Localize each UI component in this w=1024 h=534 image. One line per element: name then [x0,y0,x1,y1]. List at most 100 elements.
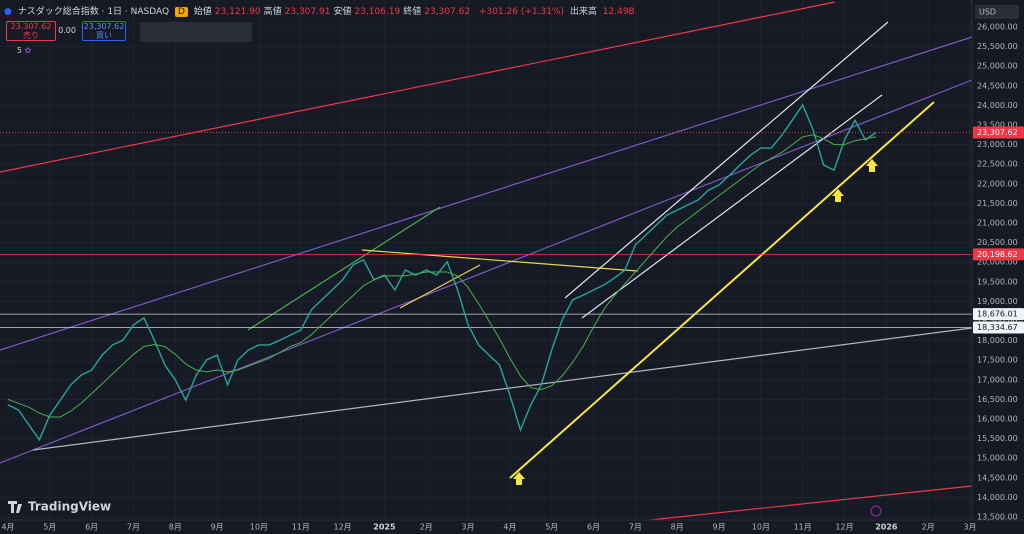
arrows [513,159,878,485]
ohlc-label: 終値 [403,7,422,17]
y-tick-label: 21,500.00 [977,199,1018,208]
grid [0,0,972,520]
x-tick-label: 11月 [292,523,310,532]
ohlc-label: 始値 [193,7,212,17]
level-label: 18,676.01 [977,310,1018,319]
y-tick-label: 14,500.00 [977,473,1018,482]
buy-button[interactable]: 23,307.62 買い [82,21,126,41]
change: +301.26 (+1.31%) [478,7,565,17]
y-tick-label: 22,000.00 [977,179,1018,188]
arrow [513,472,525,485]
trend-line [32,327,973,451]
spread: 0.00 [58,26,76,35]
x-tick-label: 2025 [373,523,396,532]
indicator-count: 5 [16,46,22,55]
buy-label: 買い [96,31,112,40]
x-tick-label: 5月 [43,523,56,532]
y-tick-label: 23,500.00 [977,121,1018,130]
y-tick-label: 20,500.00 [977,238,1018,247]
level-box [973,248,1024,261]
y-tick-label: 14,000.00 [977,493,1018,502]
ohlc-value: 23,307.91 [284,7,331,17]
x-tick-label: 8月 [671,523,684,532]
ohlc-value: 23,307.62 [424,7,471,17]
logo-icon [8,501,22,513]
level-box [973,308,1024,321]
trend-line [0,1,836,173]
x-tick-label: 8月 [169,523,182,532]
y-tick-label: 26,000.00 [977,23,1018,32]
sell-label: 売り [23,31,39,40]
x-tick-label: 10月 [752,523,770,532]
x-tick-label: 6月 [587,523,600,532]
event-icon[interactable] [870,505,882,517]
buy-price: 23,307.62 [83,22,125,31]
arrow [866,159,878,172]
y-tick-label: 20,000.00 [977,258,1018,267]
ohlc-value: 23,121.90 [214,7,261,17]
currency[interactable]: USD [979,8,996,17]
y-tick-label: 13,500.00 [977,512,1018,521]
level-label: 20,198.62 [977,250,1018,259]
y-tick-label: 17,500.00 [977,356,1018,365]
indicators-toggle[interactable]: 5 ✿ [16,46,32,55]
drawings [0,1,973,521]
y-tick-label: 17,000.00 [977,375,1018,384]
x-tick-label: 3月 [462,523,475,532]
trend-line [564,21,889,299]
x-tick-label: 12月 [835,523,853,532]
ohlc: 始値 23,121.90 高値 23,307.91 安値 23,106.19 終値 23,30… [194,7,473,17]
interval-badge[interactable]: D [174,7,188,17]
x-tick-label: 6月 [85,523,98,532]
x-tick-label: 9月 [211,523,224,532]
brand: TradingView [28,500,111,514]
x-tick-label: 11月 [794,523,812,532]
currency-box[interactable] [975,5,1019,19]
level-label: 18,334.67 [977,323,1018,332]
trend-line [649,485,973,521]
x-tick-label: 2026 [875,523,898,532]
trend-line [0,79,973,464]
y-tick-label: 16,500.00 [977,395,1018,404]
plot [0,103,972,442]
y-tick-label: 21,000.00 [977,218,1018,227]
volume: 12.49B [602,7,635,17]
y-tick-label: 25,500.00 [977,42,1018,51]
y-tick-label: 16,000.00 [977,414,1018,423]
x-tick-label: 2月 [420,523,433,532]
trend-line [581,94,883,319]
trend-line [399,264,481,309]
volume-label: 出来高 [569,7,597,17]
trend-line [509,101,935,479]
sell-button[interactable]: 23,307.62 売り [6,21,56,41]
x-tick-label: 2月 [922,523,935,532]
x-tick-label: 4月 [1,523,14,532]
x-tick-label: 7月 [629,523,642,532]
x-tick-label: 3月 [963,523,976,532]
symbol-icon: ● [4,7,12,17]
y-tick-label: 23,000.00 [977,140,1018,149]
price-axis [972,0,1024,534]
x-tick-label: 10月 [250,523,268,532]
level-label: 23,307.62 [977,128,1018,137]
symbol[interactable]: ナスダック総合指数 · 1日 · NASDAQ [17,7,170,17]
y-tick-label: 25,000.00 [977,62,1018,71]
y-tick-label: 24,500.00 [977,81,1018,90]
x-tick-label: 12月 [334,523,352,532]
ohlc-label: 安値 [333,7,352,17]
x-tick-label: 4月 [503,523,516,532]
logo: TradingView [8,500,111,514]
drawing-toolbar[interactable] [140,22,252,42]
x-tick-label: 7月 [127,523,140,532]
y-tick-label: 22,500.00 [977,160,1018,169]
trend-line [361,249,639,272]
y-tick-label: 15,500.00 [977,434,1018,443]
y-tick-label: 24,000.00 [977,101,1018,110]
ohlc-label: 高値 [263,7,282,17]
level-box [973,126,1024,139]
y-tick-label: 19,500.00 [977,277,1018,286]
x-tick-label: 9月 [712,523,725,532]
